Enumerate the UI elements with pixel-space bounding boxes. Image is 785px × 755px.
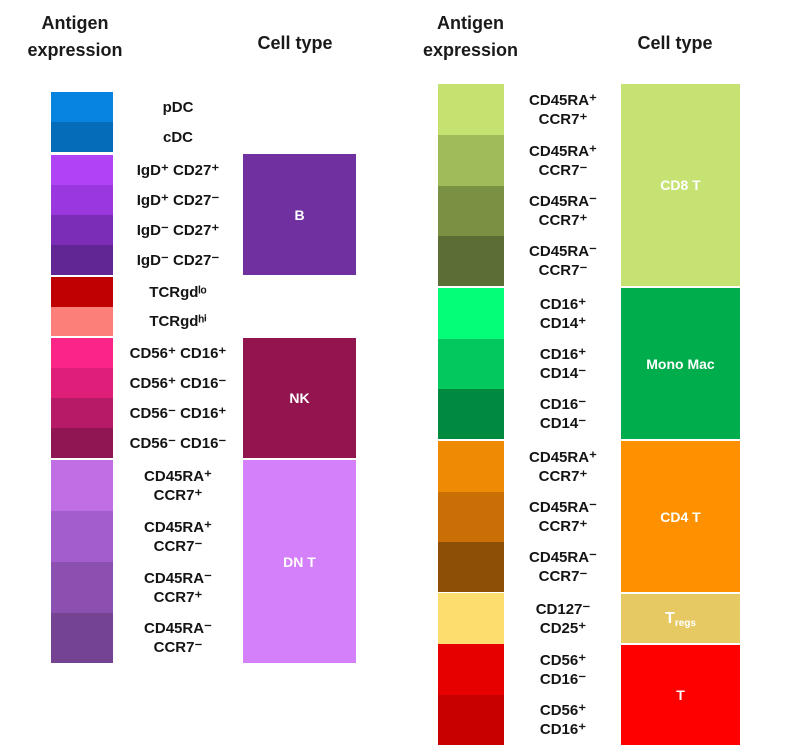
label-r-cd4-cd45ra-neg-ccr7-neg: CD45RA⁻ CCR7⁻: [529, 549, 597, 585]
swatch-cd4-cd45ra-neg-ccr7-neg: [438, 542, 504, 592]
label-r-cd16-pos-cd14-pos: CD16⁺ CD14⁺: [539, 295, 587, 332]
cell-type-cd8-t: CD8 T: [621, 84, 740, 286]
swatch-cd8-cd45ra-pos-ccr7-neg: [438, 135, 504, 186]
swatch-cd16-neg-cd14-neg: [438, 389, 504, 439]
swatch-pdc: [51, 92, 113, 122]
label-r-cd16-neg-cd14-neg: CD16⁻ CD14⁻: [539, 396, 587, 432]
swatch-igd-pos-cd27-pos: [51, 155, 113, 185]
swatch-cd16-pos-cd14-neg: [438, 339, 504, 389]
label-igd-neg-cd27-pos: IgD⁻ CD27⁺: [136, 221, 220, 239]
swatch-t-cd56-pos-cd16-pos: [438, 695, 504, 745]
swatch-cd56-pos-cd16-neg: [51, 368, 113, 398]
label-igd-neg-cd27-neg: IgD⁻ CD27⁻: [136, 251, 220, 269]
swatch-cd8-cd45ra-neg-ccr7-pos: [438, 186, 504, 236]
left-header-antigen-expression: Antigen expression: [27, 13, 123, 60]
swatch-cd56-neg-cd16-pos: [51, 398, 113, 428]
label-dnt-cd45ra-pos-ccr7-neg: CD45RA⁺ CCR7⁻: [144, 518, 212, 555]
label-r-cd45ra-pos-ccr7-neg: CD45RA⁺ CCR7⁻: [529, 142, 597, 179]
label-dnt-cd45ra-neg-ccr7-neg: CD45RA⁻ CCR7⁻: [144, 620, 212, 656]
swatch-cd16-pos-cd14-pos: [438, 288, 504, 339]
right-header-antigen-expression: Antigen expression: [422, 13, 519, 60]
cell-type-nk: NK: [243, 338, 356, 458]
swatch-cd127-neg-cd25-pos: [438, 593, 504, 644]
cell-type-dn-t: DN T: [243, 460, 356, 663]
label-dnt-cd45ra-neg-ccr7-pos: CD45RA⁻ CCR7⁺: [144, 569, 212, 606]
label-r-cd16-pos-cd14-neg: CD16⁺ CD14⁻: [539, 346, 587, 382]
label-pdc: pDC: [162, 98, 194, 116]
cell-type-b: B: [243, 154, 356, 275]
swatch-tcrgd-hi: [51, 307, 113, 336]
label-tcrgd-lo: TCRgdˡᵒ: [149, 283, 207, 301]
swatch-tcrgd-lo: [51, 277, 113, 307]
label-r-cd4-cd45ra-neg-ccr7-pos: CD45RA⁻ CCR7⁺: [529, 499, 597, 535]
cell-type-tregs: Tregs: [621, 594, 740, 643]
swatch-cd56-pos-cd16-pos: [51, 338, 113, 368]
label-r-cd45ra-neg-ccr7-pos: CD45RA⁻ CCR7⁺: [529, 193, 597, 229]
swatch-dnt-cd45ra-neg-ccr7-pos: [51, 562, 113, 613]
label-r-cd45ra-pos-ccr7-pos: CD45RA⁺ CCR7⁺: [529, 91, 597, 128]
label-igd-pos-cd27-pos: IgD⁺ CD27⁺: [136, 161, 220, 179]
right-header-cell-type: Cell type: [637, 33, 713, 53]
swatch-t-cd56-pos-cd16-neg: [438, 644, 504, 695]
label-cd56-pos-cd16-pos: CD56⁺ CD16⁺: [129, 344, 227, 362]
cell-type-mono-mac: Mono Mac: [621, 288, 740, 439]
swatch-igd-pos-cd27-neg: [51, 185, 113, 215]
label-r-cd127-neg-cd25-pos: CD127⁻ CD25⁺: [535, 600, 591, 637]
swatch-cdc: [51, 122, 113, 152]
label-cdc: cDC: [162, 128, 193, 146]
label-igd-pos-cd27-neg: IgD⁺ CD27⁻: [136, 191, 220, 209]
label-r-cd56-pos-cd16-pos: CD56⁺ CD16⁺: [539, 702, 587, 738]
swatch-cd4-cd45ra-pos-ccr7-pos: [438, 441, 504, 492]
swatch-cd4-cd45ra-neg-ccr7-pos: [438, 492, 504, 542]
label-cd56-neg-cd16-neg: CD56⁻ CD16⁻: [129, 434, 227, 452]
label-cd56-neg-cd16-pos: CD56⁻ CD16⁺: [129, 404, 227, 422]
swatch-cd56-neg-cd16-neg: [51, 428, 113, 458]
swatch-dnt-cd45ra-pos-ccr7-pos: [51, 460, 113, 511]
cell-type-t: T: [621, 645, 740, 745]
left-header-cell-type: Cell type: [257, 33, 333, 53]
swatch-cd8-cd45ra-neg-ccr7-neg: [438, 236, 504, 286]
swatch-dnt-cd45ra-pos-ccr7-neg: [51, 511, 113, 562]
cell-type-cd4-t: CD4 T: [621, 441, 740, 592]
label-cd56-pos-cd16-neg: CD56⁺ CD16⁻: [129, 374, 227, 392]
label-r-cd56-pos-cd16-neg: CD56⁺ CD16⁻: [539, 651, 587, 688]
label-r-cd4-cd45ra-pos-ccr7-pos: CD45RA⁺ CCR7⁺: [529, 448, 597, 485]
label-tcrgd-hi: TCRgdʰⁱ: [149, 313, 207, 330]
swatch-cd8-cd45ra-pos-ccr7-pos: [438, 84, 504, 135]
swatch-igd-neg-cd27-pos: [51, 215, 113, 245]
label-r-cd45ra-neg-ccr7-neg: CD45RA⁻ CCR7⁻: [529, 243, 597, 279]
label-dnt-cd45ra-pos-ccr7-pos: CD45RA⁺ CCR7⁺: [144, 467, 212, 504]
swatch-igd-neg-cd27-neg: [51, 245, 113, 275]
swatch-dnt-cd45ra-neg-ccr7-neg: [51, 613, 113, 663]
